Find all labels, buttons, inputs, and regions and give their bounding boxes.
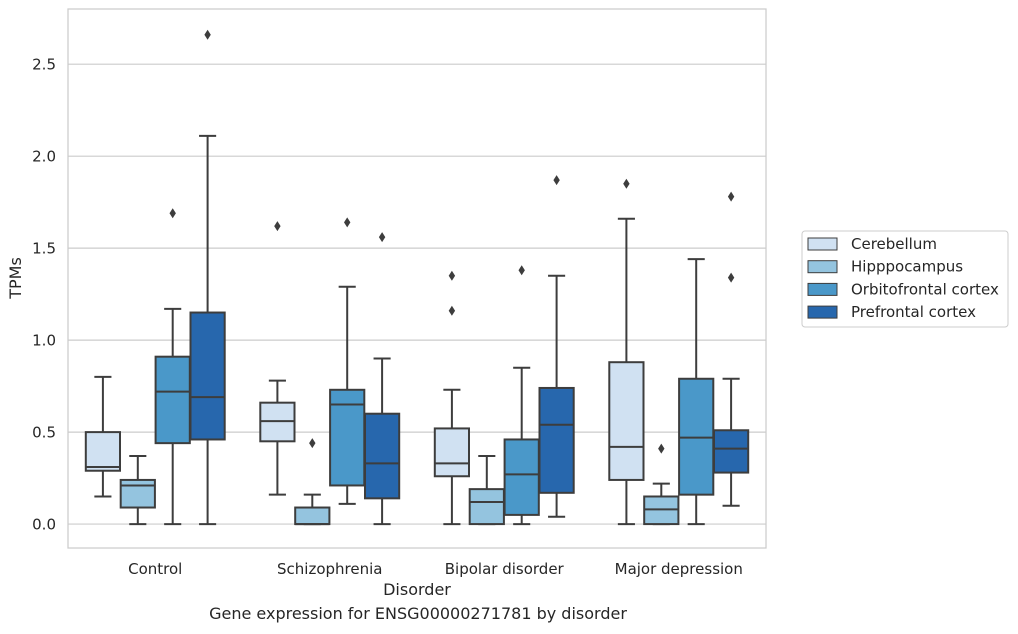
y-tick-label: 0.0 [32,516,56,534]
box-body [84,431,122,472]
box-orbitofrontal-cortex [678,258,715,526]
x-tick-labels: Control Schizophrenia Bipolar disorder Majo… [128,560,743,578]
box-orbitofrontal-cortex [154,208,191,526]
outlier-point [553,175,560,186]
box-body [468,488,505,526]
x-tick-label: Bipolar disorder [445,560,565,578]
boxes-layer [84,29,750,526]
box-hipppocampus [468,455,505,526]
outlier-point [518,265,525,276]
outlier-point [274,221,281,232]
y-tick-label: 1.5 [32,240,56,258]
legend-swatch [807,260,838,274]
x-tick-label: Control [128,560,182,578]
box-body [363,412,401,500]
outlier-point [378,232,386,243]
box-hipppocampus [294,438,331,526]
box-cerebellum [433,270,471,526]
legend-items: Cerebellum Hipppocampus Orbitofrontal cort… [807,235,999,321]
outlier-point [727,191,735,202]
box-orbitofrontal-cortex [503,265,540,526]
box-prefrontal-cortex [538,175,575,518]
y-tick-label: 2.5 [32,56,56,74]
x-axis-label: Disorder [383,580,451,599]
box-body [154,355,191,445]
outlier-point [727,272,735,283]
outlier-point [448,270,456,281]
box-cerebellum [84,375,122,498]
box-body [189,311,226,441]
box-cerebellum [259,221,296,496]
box-prefrontal-cortex [189,29,226,526]
legend-swatch [807,282,838,296]
legend-label: Orbitofrontal cortex [851,280,999,298]
box-cerebellum [608,178,645,526]
legend-label: Prefrontal cortex [851,303,976,321]
legend-label: Hipppocampus [851,258,963,276]
y-tick-label: 1.0 [32,332,56,350]
box-hipppocampus [643,443,680,526]
legend-swatch [807,305,838,319]
box-body [712,429,750,474]
outlier-point [448,305,456,316]
box-body [119,478,156,509]
outlier-point [344,217,351,228]
legend-frame [801,230,1009,328]
box-body [538,386,575,494]
box-body [433,427,471,478]
box-prefrontal-cortex [712,191,750,507]
outlier-point [204,29,211,40]
y-tick-label: 0.5 [32,424,56,442]
x-tick-label: Schizophrenia [277,560,382,578]
outlier-point [658,443,665,454]
y-tick-labels: 0.0 0.5 1.0 1.5 2.0 2.5 [32,56,56,534]
plot-frame [67,8,767,549]
outlier-point [623,178,630,189]
box-hipppocampus [119,455,156,526]
outlier-point [309,438,316,449]
box-body [503,438,540,516]
figure-caption: Gene expression for ENSG00000271781 by d… [209,604,627,623]
box-orbitofrontal-cortex [329,217,366,505]
box-body [294,506,331,526]
legend-swatch [807,237,838,251]
outlier-point [169,208,176,219]
x-tick-label: Major depression [615,560,743,578]
legend-label: Cerebellum [851,235,937,253]
y-axis-label: TPMs [6,257,25,300]
box-prefrontal-cortex [363,232,401,526]
box-body [608,361,645,481]
y-tick-label: 2.0 [32,148,56,166]
legend: Cerebellum Hipppocampus Orbitofrontal cort… [801,230,1009,328]
